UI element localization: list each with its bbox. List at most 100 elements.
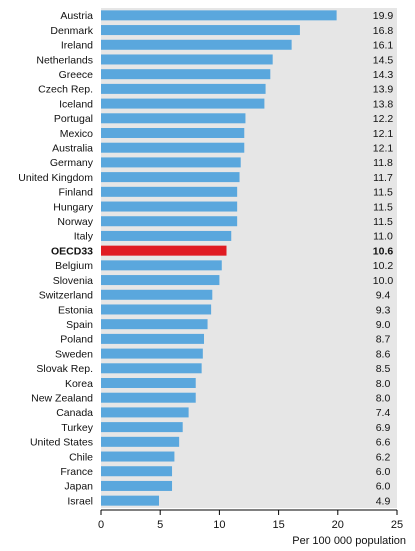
x-tick-label-10: 10 xyxy=(213,519,225,531)
value-label-new-zealand: 8.0 xyxy=(376,393,391,405)
bar-korea xyxy=(101,378,196,388)
category-label-new-zealand: New Zealand xyxy=(31,393,93,405)
category-label-israel: Israel xyxy=(67,495,93,507)
bar-finland xyxy=(101,186,238,197)
value-label-sweden: 8.6 xyxy=(376,348,391,360)
value-label-oecd33: 10.6 xyxy=(373,245,394,257)
x-tick-label-5: 5 xyxy=(157,519,163,531)
plot-background-band xyxy=(101,8,397,508)
value-label-austria: 19.9 xyxy=(373,10,394,22)
value-label-denmark: 16.8 xyxy=(373,25,394,37)
bar-united-states xyxy=(101,436,180,447)
value-label-estonia: 9.3 xyxy=(376,304,391,316)
bars-layer xyxy=(101,10,337,506)
bar-switzerland xyxy=(101,289,213,300)
category-label-poland: Poland xyxy=(60,334,93,346)
category-label-switzerland: Switzerland xyxy=(39,290,93,302)
bar-greece xyxy=(101,69,271,80)
bar-australia xyxy=(101,142,245,153)
category-label-netherlands: Netherlands xyxy=(36,54,93,66)
x-tick-label-0: 0 xyxy=(98,519,104,531)
category-label-ireland: Ireland xyxy=(61,40,93,52)
category-label-canada: Canada xyxy=(56,407,93,419)
value-label-italy: 11.0 xyxy=(373,231,393,243)
x-tick-label-15: 15 xyxy=(272,519,284,531)
category-label-austria: Austria xyxy=(60,10,93,22)
value-label-korea: 8.0 xyxy=(376,378,391,390)
value-label-hungary: 11.5 xyxy=(373,201,393,213)
category-label-czech-rep: Czech Rep. xyxy=(38,84,93,96)
category-labels: Austria Denmark Ireland Netherlands Greece Cz… xyxy=(18,10,93,507)
bar-israel xyxy=(101,495,160,506)
value-label-united-states: 6.6 xyxy=(376,437,391,449)
category-label-united-states: United States xyxy=(30,437,93,449)
bar-norway xyxy=(101,216,238,227)
category-label-chile: Chile xyxy=(69,451,93,463)
bar-united-kingdom xyxy=(101,172,240,183)
bar-belgium xyxy=(101,260,222,271)
category-label-greece: Greece xyxy=(59,69,94,81)
value-label-switzerland: 9.4 xyxy=(376,290,391,302)
category-label-oecd33: OECD33 xyxy=(51,245,93,257)
bar-hungary xyxy=(101,201,238,212)
bar-ireland xyxy=(101,39,292,50)
bar-sweden xyxy=(101,348,203,359)
value-label-canada: 7.4 xyxy=(376,407,391,419)
value-label-norway: 11.5 xyxy=(373,216,393,228)
category-label-australia: Australia xyxy=(52,143,93,155)
category-label-united-kingdom: United Kingdom xyxy=(18,172,93,184)
category-label-estonia: Estonia xyxy=(58,304,93,316)
value-label-spain: 9.0 xyxy=(376,319,391,331)
bar-spain xyxy=(101,319,208,330)
bar-france xyxy=(101,466,173,477)
bar-slovenia xyxy=(101,275,220,286)
bar-austria xyxy=(101,10,337,21)
value-label-finland: 11.5 xyxy=(373,187,393,199)
value-label-greece: 14.3 xyxy=(373,69,394,81)
bar-estonia xyxy=(101,304,212,315)
category-label-hungary: Hungary xyxy=(53,201,93,213)
bar-new-zealand xyxy=(101,392,196,403)
bar-denmark xyxy=(101,25,300,36)
value-label-france: 6.0 xyxy=(376,466,391,478)
value-label-australia: 12.1 xyxy=(373,143,394,155)
bar-czech-rep xyxy=(101,83,266,94)
value-labels: 19.9 16.8 16.1 14.5 14.3 13.9 13.8 12.2 12.1 12.1… xyxy=(373,10,394,507)
category-label-sweden: Sweden xyxy=(55,348,93,360)
bar-netherlands xyxy=(101,54,273,65)
category-label-italy: Italy xyxy=(74,231,94,243)
value-label-poland: 8.7 xyxy=(376,334,391,346)
x-tick-label-20: 20 xyxy=(332,519,344,531)
bar-canada xyxy=(101,407,189,418)
category-label-iceland: Iceland xyxy=(59,98,93,110)
category-label-belgium: Belgium xyxy=(55,260,93,272)
value-label-japan: 6.0 xyxy=(376,481,391,493)
value-label-israel: 4.9 xyxy=(376,495,391,507)
value-label-belgium: 10.2 xyxy=(373,260,394,272)
category-label-slovak-rep: Slovak Rep. xyxy=(36,363,93,375)
bar-turkey xyxy=(101,422,183,433)
value-label-ireland: 16.1 xyxy=(373,40,394,52)
bar-mexico xyxy=(101,128,245,138)
category-label-norway: Norway xyxy=(57,216,93,228)
bar-poland xyxy=(101,333,205,344)
value-label-netherlands: 14.5 xyxy=(373,54,394,66)
bar-slovak-rep xyxy=(101,363,202,374)
value-label-slovak-rep: 8.5 xyxy=(376,363,391,375)
bar-germany xyxy=(101,157,241,168)
category-label-slovenia: Slovenia xyxy=(53,275,93,287)
value-label-germany: 11.8 xyxy=(373,157,393,169)
category-label-finland: Finland xyxy=(59,187,94,199)
value-label-chile: 6.2 xyxy=(376,451,391,463)
value-label-czech-rep: 13.9 xyxy=(373,84,394,96)
category-label-germany: Germany xyxy=(50,157,94,169)
value-label-mexico: 12.1 xyxy=(373,128,394,140)
bar-oecd33 xyxy=(101,245,227,256)
value-label-united-kingdom: 11.7 xyxy=(373,172,393,184)
category-label-spain: Spain xyxy=(66,319,93,331)
value-label-turkey: 6.9 xyxy=(376,422,391,434)
category-label-mexico: Mexico xyxy=(60,128,93,140)
bar-japan xyxy=(101,480,173,491)
category-label-turkey: Turkey xyxy=(61,422,93,434)
